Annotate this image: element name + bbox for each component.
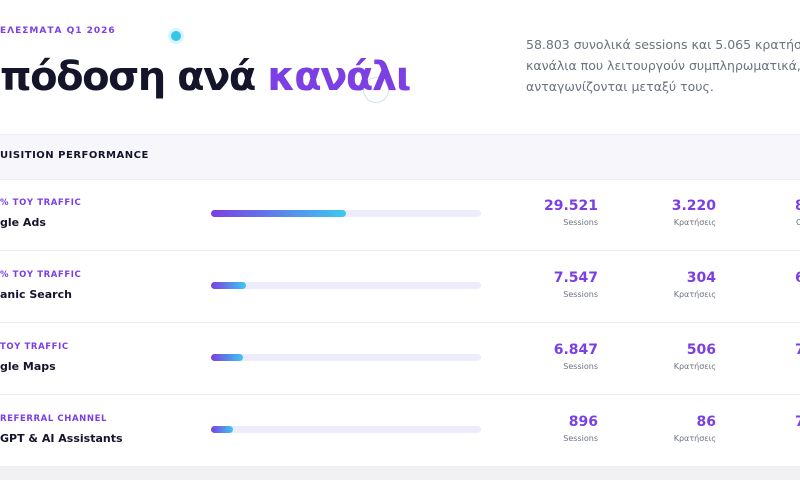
dot-decoration (171, 31, 181, 41)
sessions-value: 7.547 (553, 270, 598, 286)
progress-fill (211, 210, 346, 217)
progress-fill (211, 354, 244, 361)
row-tag: REFERRAL CHANNEL (0, 414, 107, 424)
table-row (0, 394, 800, 467)
bookings-value: 506 (686, 342, 716, 358)
progress-track (211, 210, 481, 217)
description-line: 58.803 συνολικά sessions και 5.065 κρατή… (526, 37, 800, 52)
sessions-value: 6.847 (553, 342, 598, 358)
row-tag: % ΤΟΥ TRAFFIC (0, 198, 82, 208)
bookings-value: 86 (696, 414, 716, 430)
description-line: ανταγωνίζονται μεταξύ τους. (526, 79, 714, 94)
progress-fill (211, 426, 233, 433)
third-value: 7 (795, 414, 800, 430)
progress-track (211, 282, 481, 289)
table-row (0, 322, 800, 395)
sessions-label: Sessions (563, 362, 598, 371)
bookings-value: 3.220 (671, 198, 716, 214)
row-name: gle Ads (0, 216, 46, 229)
progress-fill (211, 282, 247, 289)
title-accent: κανάλι (267, 54, 411, 100)
sessions-value: 29.521 (543, 198, 598, 214)
bookings-value: 304 (686, 270, 716, 286)
ring-decoration (363, 77, 389, 103)
description-line: κανάλια που λειτουργούν συμπληρωματικά, … (526, 58, 800, 73)
title: πόδοση ανά κανάλι (0, 54, 411, 100)
bookings-label: Κρατήσεις (673, 218, 716, 227)
row-tag: % ΤΟΥ TRAFFIC (0, 270, 82, 280)
row-name: anic Search (0, 288, 72, 301)
table-row (0, 250, 800, 323)
row-name: gle Maps (0, 360, 56, 373)
progress-track (211, 354, 481, 361)
sessions-label: Sessions (563, 218, 598, 227)
third-label: C (796, 218, 800, 227)
bookings-label: Κρατήσεις (673, 434, 716, 443)
table-header (0, 134, 800, 180)
footer-band (0, 466, 800, 480)
table-heading: UISITION PERFORMANCE (0, 150, 149, 161)
row-name: GPT & AI Assistants (0, 432, 123, 445)
sessions-label: Sessions (563, 434, 598, 443)
row-tag: ΤΟΥ TRAFFIC (0, 342, 69, 352)
progress-track (211, 426, 481, 433)
table-row (0, 178, 800, 251)
eyebrow: ΕΛΕΣΜΑΤΑ Q1 2026 (0, 26, 116, 36)
bookings-label: Κρατήσεις (673, 362, 716, 371)
bookings-label: Κρατήσεις (673, 290, 716, 299)
third-value: 7 (795, 342, 800, 358)
title-text: πόδοση ανά (0, 54, 268, 100)
sessions-value: 896 (568, 414, 598, 430)
third-value: 6 (795, 270, 800, 286)
third-value: 8 (795, 198, 800, 214)
sessions-label: Sessions (563, 290, 598, 299)
